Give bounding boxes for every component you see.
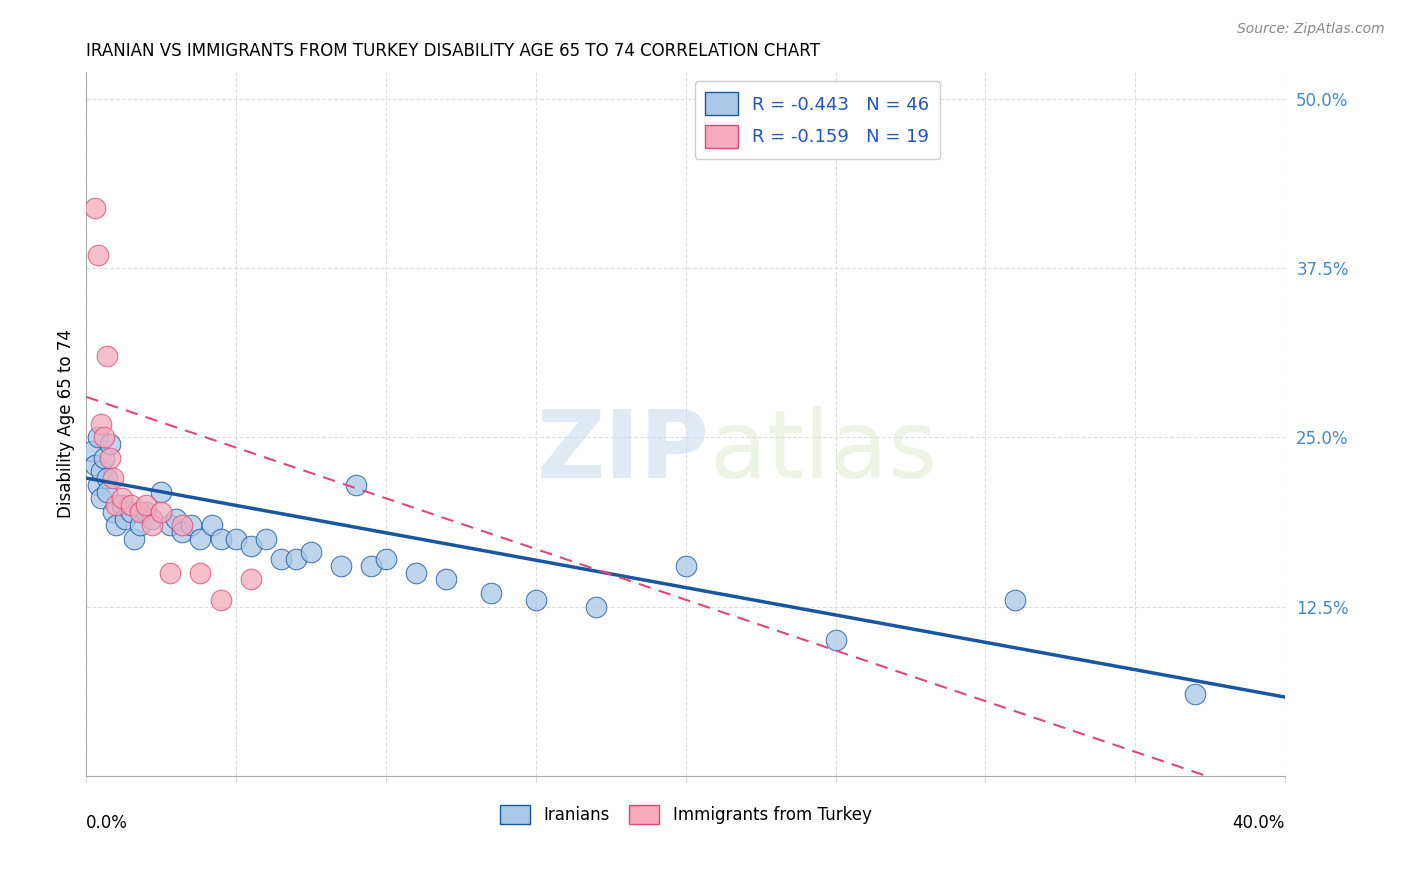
Text: atlas: atlas [710,406,938,498]
Point [96,471,118,485]
Point [90,491,112,506]
Point [285,552,308,566]
Y-axis label: Disability Age 65 to 74: Disability Age 65 to 74 [58,329,75,518]
Point [84,201,107,215]
Point [225,532,247,546]
Point [159,566,181,580]
Point [254,532,277,546]
Point [209,592,232,607]
Point [84,458,107,472]
Point [87,430,110,444]
Point [1004,592,1026,607]
Point [103,471,125,485]
Point [105,518,128,533]
Point [434,573,457,587]
Text: 0.0%: 0.0% [86,814,128,832]
Point [141,511,163,525]
Point [114,511,136,525]
Point [87,478,110,492]
Text: ZIP: ZIP [537,406,710,498]
Point [1184,687,1206,701]
Point [344,478,367,492]
Point [90,464,112,478]
Point [479,586,502,600]
Point [103,505,125,519]
Point [82,444,104,458]
Point [172,525,194,540]
Point [209,532,232,546]
Point [93,430,115,444]
Point [159,518,181,533]
Text: IRANIAN VS IMMIGRANTS FROM TURKEY DISABILITY AGE 65 TO 74 CORRELATION CHART: IRANIAN VS IMMIGRANTS FROM TURKEY DISABI… [86,42,820,60]
Point [87,248,110,262]
Point [824,633,846,648]
Point [135,498,157,512]
Point [141,518,163,533]
Legend: Iranians, Immigrants from Turkey: Iranians, Immigrants from Turkey [494,797,879,830]
Point [585,599,607,614]
Point [96,484,118,499]
Point [240,539,263,553]
Point [135,505,157,519]
Point [180,518,202,533]
Text: Source: ZipAtlas.com: Source: ZipAtlas.com [1237,22,1385,37]
Point [122,532,145,546]
Point [111,498,134,512]
Point [98,437,121,451]
Point [93,450,115,465]
Point [96,350,118,364]
Point [129,518,152,533]
Point [188,566,211,580]
Point [129,505,152,519]
Point [172,518,194,533]
Point [299,545,322,559]
Point [150,484,173,499]
Point [201,518,224,533]
Point [675,558,697,573]
Point [360,558,382,573]
Point [120,505,142,519]
Point [405,566,427,580]
Text: 40.0%: 40.0% [1233,814,1285,832]
Point [270,552,292,566]
Point [375,552,398,566]
Point [98,450,121,465]
Point [165,511,187,525]
Point [240,573,263,587]
Point [111,491,134,506]
Point [120,498,142,512]
Point [330,558,353,573]
Point [524,592,547,607]
Point [188,532,211,546]
Point [150,505,173,519]
Point [90,417,112,431]
Point [105,498,128,512]
